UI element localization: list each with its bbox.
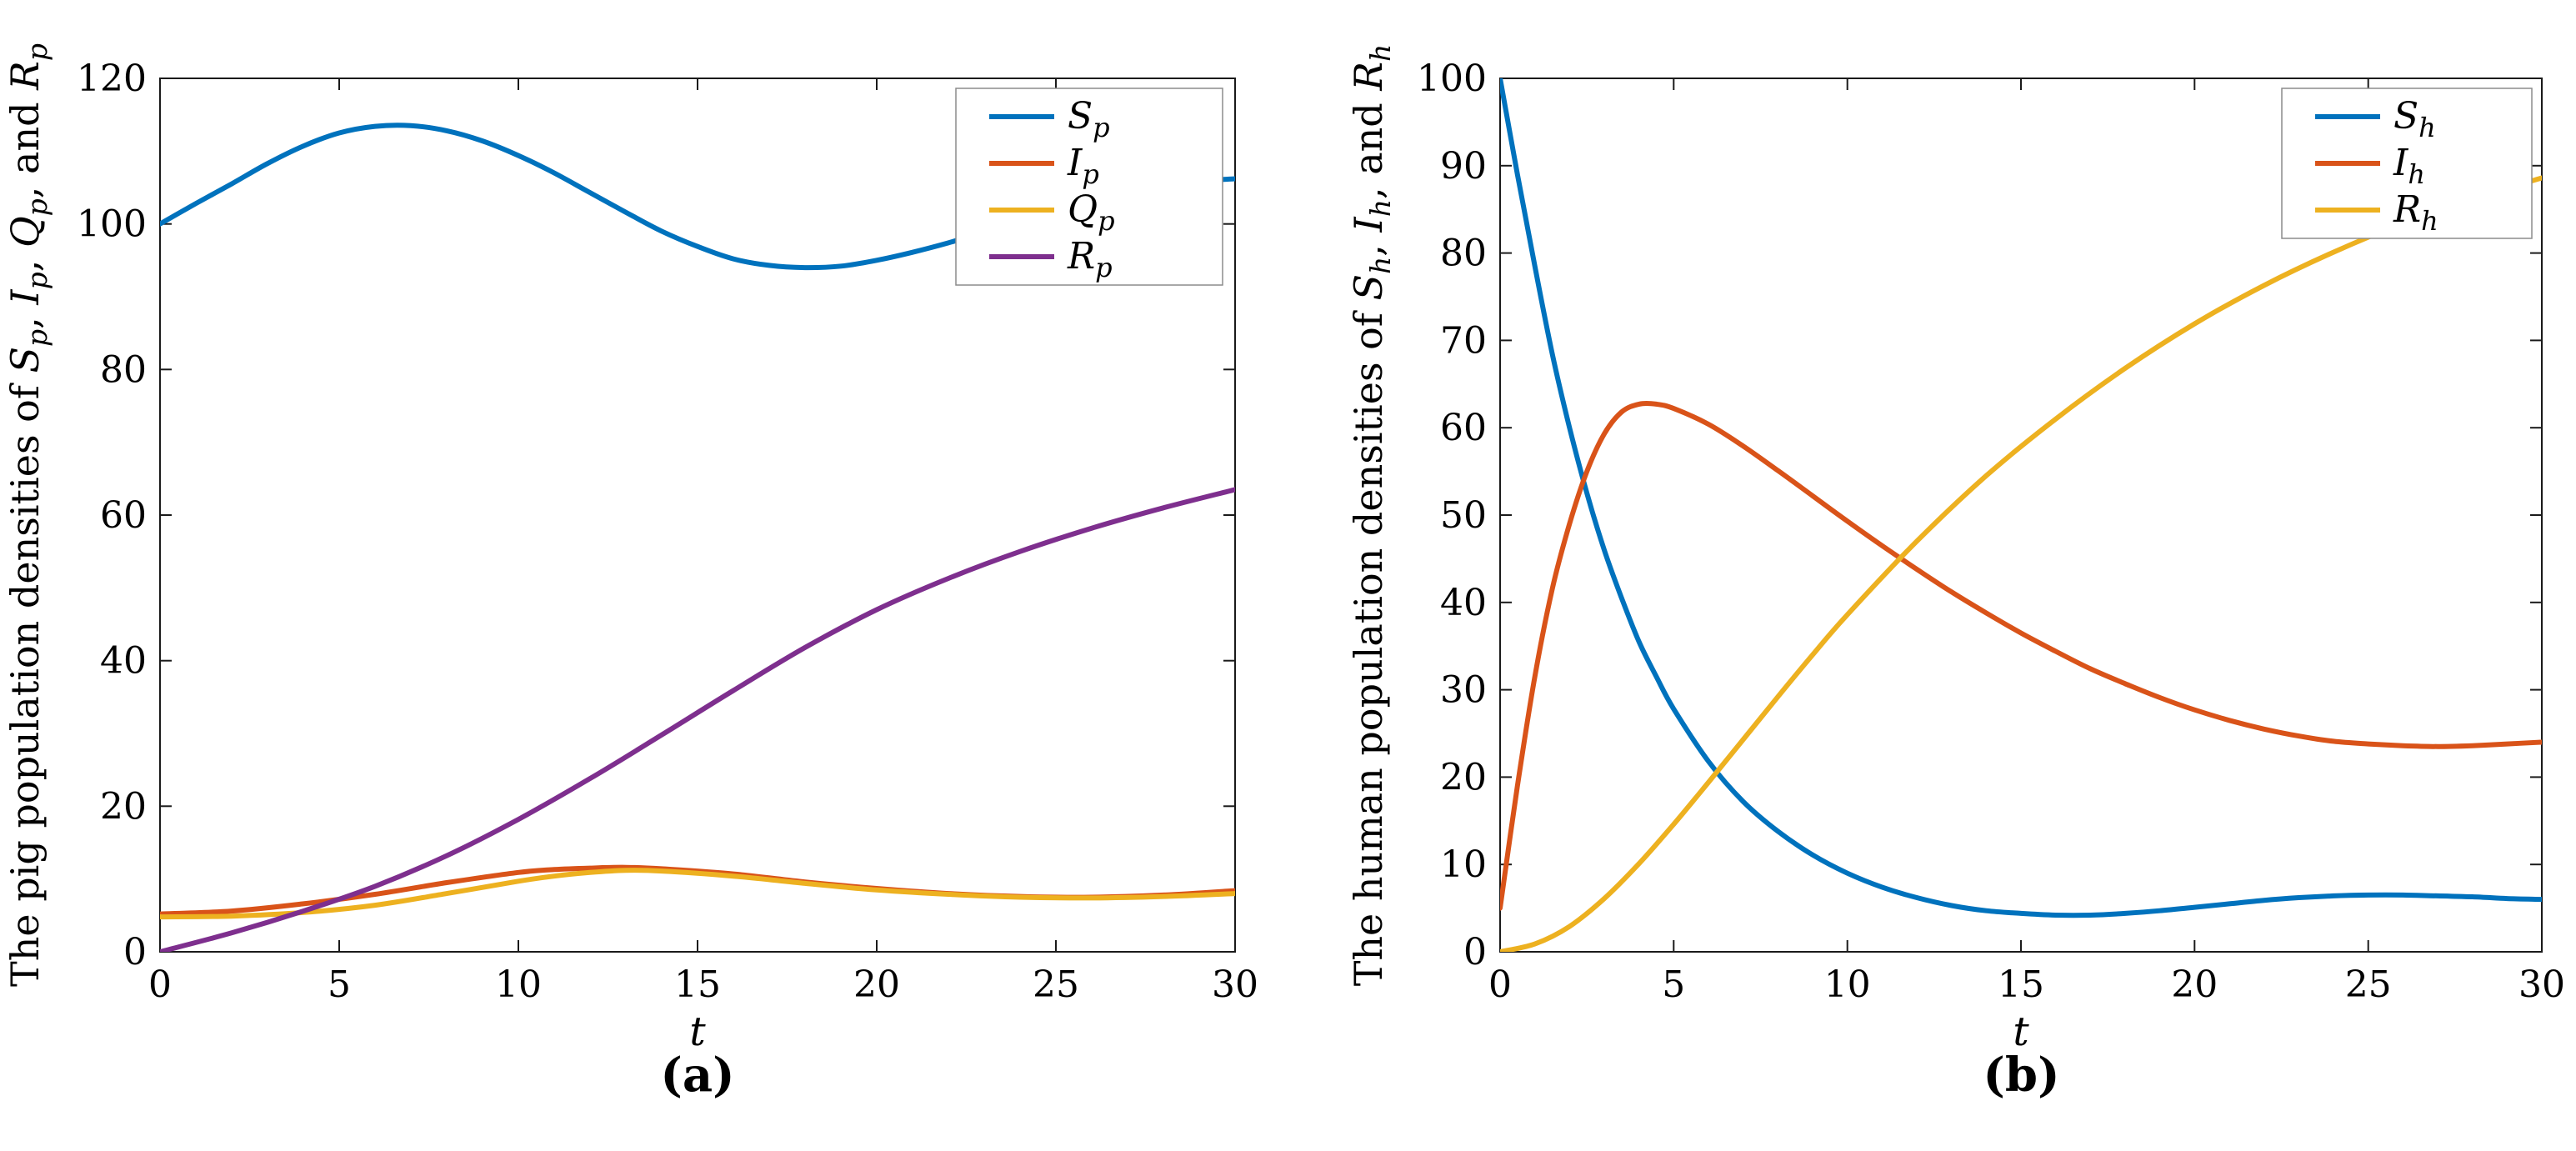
legend-label-i-p: Ip [1067,142,1099,190]
x-tick-label: 30 [1212,963,1258,1006]
legend-box [955,88,1223,286]
caption-a: (a) [0,1048,1288,1103]
plot-b: 0 5 10 15 20 25 30 0 10 20 30 40 50 60 70 80 90 100 t The h… [1346,44,2565,1051]
y-tick-label: 60 [1440,407,1487,449]
tick-marks [1499,78,2543,953]
caption-b: (b) [1288,1048,2576,1103]
x-tick-label: 30 [2518,963,2565,1006]
x-tick-label: 10 [1824,963,1871,1006]
caption-a-label: (a) [660,1048,735,1103]
x-axis-label: t [689,1008,706,1051]
y-tick-label: 90 [1440,145,1487,188]
x-tick-label: 15 [674,963,721,1006]
plot-a: 0 5 10 15 20 25 30 0 20 40 60 80 100 120 t The pig popu… [3,43,1258,1051]
line-s-h [1500,78,2542,918]
y-tick-label: 50 [1440,494,1487,537]
y-tick-label: 60 [100,494,147,537]
series-lines [1500,78,2542,952]
figure-row: 0 5 10 15 20 25 30 0 20 40 60 80 100 120 t The pig popu… [0,5,2576,1103]
x-tick-label: 5 [328,963,351,1006]
legend-label-s-h: Sh [2393,95,2436,143]
y-tick-label: 10 [1440,843,1487,886]
line-q-p [160,868,1235,920]
x-tick-label: 0 [1488,963,1512,1006]
y-tick-label: 0 [123,931,147,973]
line-i-h [1500,400,2542,911]
y-tick-label: 20 [100,785,147,828]
y-tick-label: 70 [1440,319,1487,362]
x-tick-label: 10 [495,963,542,1006]
x-tick-label: 0 [148,963,172,1006]
chart-a-canvas: 0 5 10 15 20 25 30 0 20 40 60 80 100 120 t The pig popu… [3,43,1258,1051]
caption-b-label: (b) [1983,1048,2060,1103]
y-tick-label: 80 [1440,233,1487,275]
tick-labels: 0 5 10 15 20 25 30 0 20 40 60 80 100 120 [77,58,1258,1006]
y-tick-label: 100 [77,203,147,246]
tick-labels: 0 5 10 15 20 25 30 0 10 20 30 40 50 60 70 80 90 100 [1417,58,2565,1006]
x-axis-label: t [2013,1008,2029,1051]
legend-label-r-h: Rh [2393,188,2438,237]
x-tick-label: 25 [2345,963,2392,1006]
y-tick-label: 20 [1440,756,1487,798]
x-tick-label: 15 [1998,963,2044,1006]
y-tick-label: 0 [1463,931,1487,973]
x-tick-label: 25 [1033,963,1079,1006]
line-r-h [1500,175,2542,952]
figure-panel-a: 0 5 10 15 20 25 30 0 20 40 60 80 100 120 t The pig popu… [0,5,1288,1103]
legend-label-s-p: Sp [1068,95,1110,143]
y-axis-label: The pig population densities of Sp, Ip, … [3,43,53,987]
legend-label-q-p: Qp [1068,188,1115,237]
chart-b-canvas: 0 5 10 15 20 25 30 0 10 20 30 40 50 60 70 80 90 100 t The h… [1346,44,2565,1051]
tick-marks [159,78,1236,953]
legend-label-i-h: Ih [2393,142,2425,190]
figure-panel-b: 0 5 10 15 20 25 30 0 10 20 30 40 50 60 70 80 90 100 t The h… [1288,5,2576,1103]
y-tick-label: 80 [100,348,147,391]
y-tick-label: 40 [100,640,147,683]
y-axis-label: The human population densities of Sh, Ih… [1346,44,1397,987]
y-tick-label: 100 [1417,58,1487,100]
line-r-p [160,487,1235,952]
y-tick-label: 40 [1440,582,1487,624]
x-tick-label: 5 [1662,963,1685,1006]
y-tick-label: 120 [77,58,147,100]
y-tick-label: 30 [1440,669,1487,712]
x-tick-label: 20 [2171,963,2218,1006]
x-tick-label: 20 [853,963,900,1006]
legend-label-r-p: Rp [1067,235,1113,283]
